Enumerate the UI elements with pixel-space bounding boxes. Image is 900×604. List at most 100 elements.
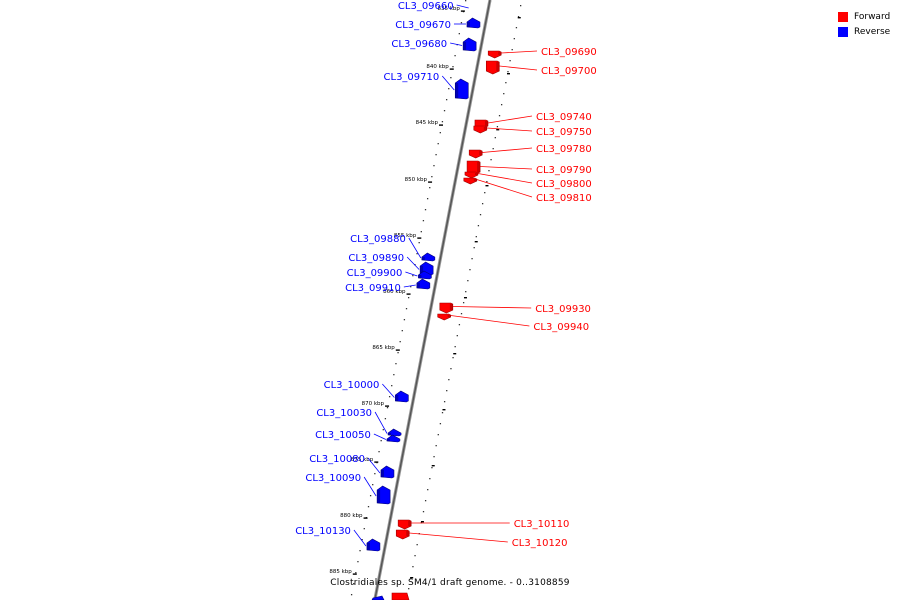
- gene-label-cl3_10030[interactable]: CL3_10030: [316, 408, 372, 419]
- rail-dot-right: [446, 390, 448, 392]
- gene-feature-shade: [463, 42, 467, 50]
- strand-legend: Forward Reverse: [838, 9, 890, 39]
- gene-label-cl3_09660[interactable]: CL3_09660: [398, 1, 454, 12]
- rail-dot-left: [361, 539, 363, 541]
- rail-dot-left: [437, 143, 439, 145]
- rail-dot-right: [429, 478, 431, 480]
- gene-label-cl3_09940[interactable]: CL3_09940: [533, 322, 589, 333]
- rail-dot-left: [357, 561, 359, 563]
- gene-label-cl3_09780[interactable]: CL3_09780: [536, 144, 592, 155]
- rail-dot-left: [422, 220, 425, 222]
- rail-dot-left: [435, 154, 437, 156]
- rail-dot-left: [382, 429, 384, 431]
- forward-swatch: [838, 11, 848, 22]
- rail-dot-left: [450, 77, 452, 79]
- leader-line: [450, 315, 530, 327]
- ruler-minor-tick: [485, 185, 489, 187]
- rail-dot-left: [393, 374, 395, 376]
- rail-dot-right: [505, 82, 507, 84]
- gene-label-cl3_09670[interactable]: CL3_09670: [395, 20, 451, 31]
- gene-label-cl3_09680[interactable]: CL3_09680: [391, 39, 447, 50]
- ruler-minor-tick: [431, 465, 435, 467]
- gene-feature-shade: [484, 121, 488, 126]
- rail-dot-left: [363, 528, 365, 530]
- rail-dot-left: [353, 583, 355, 585]
- gene-label-cl3_09750[interactable]: CL3_09750: [536, 127, 592, 138]
- gene-feature-shade: [496, 62, 500, 71]
- gene-label-cl3_10080[interactable]: CL3_10080: [309, 454, 365, 465]
- ruler-minor-tick: [474, 241, 478, 243]
- rail-dot-left: [403, 319, 406, 321]
- leader-line: [487, 115, 533, 124]
- label-leader-lines: [353, 4, 538, 547]
- gene-label-cl3_10050[interactable]: CL3_10050: [315, 430, 371, 441]
- leader-line: [363, 476, 377, 497]
- gene-label-cl3_10120[interactable]: CL3_10120: [512, 538, 568, 549]
- gene-label-cl3_09910[interactable]: CL3_09910: [345, 283, 401, 294]
- rail-dot-left: [384, 418, 387, 420]
- rail-dot-right: [467, 280, 469, 282]
- rail-dot-right: [408, 588, 410, 590]
- rail-dot-left: [429, 187, 431, 189]
- gene-label-cl3_09700[interactable]: CL3_09700: [541, 66, 597, 77]
- leader-line: [382, 383, 395, 398]
- leader-line: [408, 237, 422, 259]
- rail-dot-left: [395, 363, 397, 365]
- ruler-tick: [352, 573, 357, 575]
- gene-feature-shade: [380, 470, 384, 477]
- ruler-minor-tick: [410, 577, 414, 579]
- gene-label-cl3_09740[interactable]: CL3_09740: [536, 112, 592, 123]
- gene-label-cl3_09890[interactable]: CL3_09890: [348, 253, 404, 264]
- leader-line: [476, 179, 533, 198]
- rail-dot-right: [517, 16, 520, 18]
- rail-dot-left: [418, 242, 420, 244]
- gene-label-cl3_10110[interactable]: CL3_10110: [514, 519, 570, 530]
- rail-dot-right: [498, 115, 501, 117]
- rail-dot-left: [460, 22, 463, 24]
- leader-line: [486, 127, 533, 132]
- rail-dot-left: [369, 495, 372, 497]
- rail-dot-right: [422, 511, 425, 513]
- rail-dot-right: [460, 313, 463, 315]
- gene-feature-shade: [366, 543, 370, 550]
- ruler-tick: [395, 349, 400, 351]
- rail-dot-right: [452, 357, 454, 359]
- gene-label-cl3_09880[interactable]: CL3_09880: [350, 234, 406, 245]
- gene-label-cl3_09930[interactable]: CL3_09930: [535, 304, 591, 315]
- rail-dot-left: [374, 473, 376, 475]
- ruler-dots: [350, 0, 522, 601]
- rail-dot-left: [388, 396, 391, 398]
- gene-label-cl3_09710[interactable]: CL3_09710: [384, 72, 440, 83]
- rail-dot-left: [441, 121, 444, 123]
- gene-label-cl3_09810[interactable]: CL3_09810: [536, 193, 592, 204]
- gene-feature-shade: [408, 521, 412, 526]
- rail-dot-left: [372, 484, 374, 486]
- ruler-tick-label: 880 kbp: [340, 513, 363, 519]
- gene-feature-shade: [479, 151, 483, 155]
- rail-dot-left: [378, 451, 380, 453]
- rail-dot-right: [503, 93, 505, 95]
- gene-label-cl3_10130[interactable]: CL3_10130: [295, 526, 351, 537]
- ruler-tick-label: 870 kbp: [362, 401, 385, 407]
- gene-label-cl3_10000[interactable]: CL3_10000: [324, 380, 380, 391]
- rail-dot-left: [407, 297, 410, 299]
- gene-feature-shade: [474, 173, 478, 175]
- leader-line: [441, 75, 455, 91]
- gene-label-cl3_09690[interactable]: CL3_09690: [541, 47, 597, 58]
- gene-feature-shade: [377, 490, 381, 503]
- gene-feature-shade: [473, 179, 477, 181]
- gene-label-cl3_09790[interactable]: CL3_09790: [536, 165, 592, 176]
- gene-label-cl3_09900[interactable]: CL3_09900: [347, 268, 403, 279]
- gene-label-cl3_10090[interactable]: CL3_10090: [305, 473, 361, 484]
- rail-dot-right: [416, 544, 418, 546]
- rail-dot-right: [494, 137, 496, 139]
- leader-line: [405, 271, 418, 277]
- ruler-tick-label: 860 kbp: [383, 289, 406, 295]
- gene-label-cl3_09800[interactable]: CL3_09800: [536, 179, 592, 190]
- rail-dot-right: [435, 445, 437, 447]
- rail-dot-left: [359, 550, 361, 552]
- rail-dot-right: [412, 566, 414, 568]
- rail-dot-left: [443, 110, 446, 112]
